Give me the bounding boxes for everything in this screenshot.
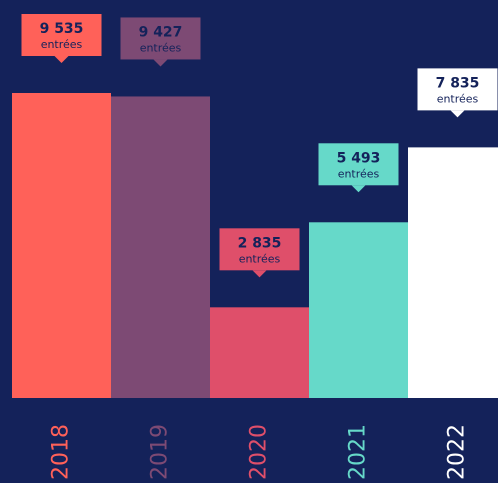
- callout-pointer: [351, 185, 366, 193]
- callout-box: [21, 14, 102, 56]
- unit-label: entrées: [140, 41, 182, 54]
- bar: [408, 147, 498, 398]
- bar: [309, 222, 408, 398]
- callout-box: [417, 68, 498, 111]
- unit-label: entrées: [437, 92, 479, 105]
- x-tick-label: 2019: [148, 424, 173, 480]
- value-label: 9 535: [40, 21, 84, 37]
- value-label: 5 493: [337, 150, 381, 166]
- x-tick-label: 2020: [247, 424, 272, 480]
- callout-box: [219, 228, 300, 271]
- unit-label: entrées: [338, 167, 380, 180]
- value-label: 2 835: [238, 235, 282, 251]
- unit-label: entrées: [239, 252, 281, 265]
- value-label: 7 835: [436, 75, 480, 91]
- bar: [111, 96, 210, 398]
- bar: [12, 93, 111, 398]
- callout-pointer: [54, 56, 69, 63]
- callout-pointer: [252, 270, 267, 278]
- x-tick-label: 2021: [346, 424, 371, 480]
- bar: [210, 307, 309, 398]
- callout-pointer: [153, 59, 168, 67]
- unit-label: entrées: [41, 38, 83, 51]
- value-label: 9 427: [139, 24, 183, 40]
- callout-box: [120, 17, 201, 60]
- callout-pointer: [450, 110, 465, 118]
- x-tick-label: 2022: [445, 424, 470, 480]
- callout-box: [318, 143, 399, 186]
- x-tick-label: 2018: [49, 424, 74, 480]
